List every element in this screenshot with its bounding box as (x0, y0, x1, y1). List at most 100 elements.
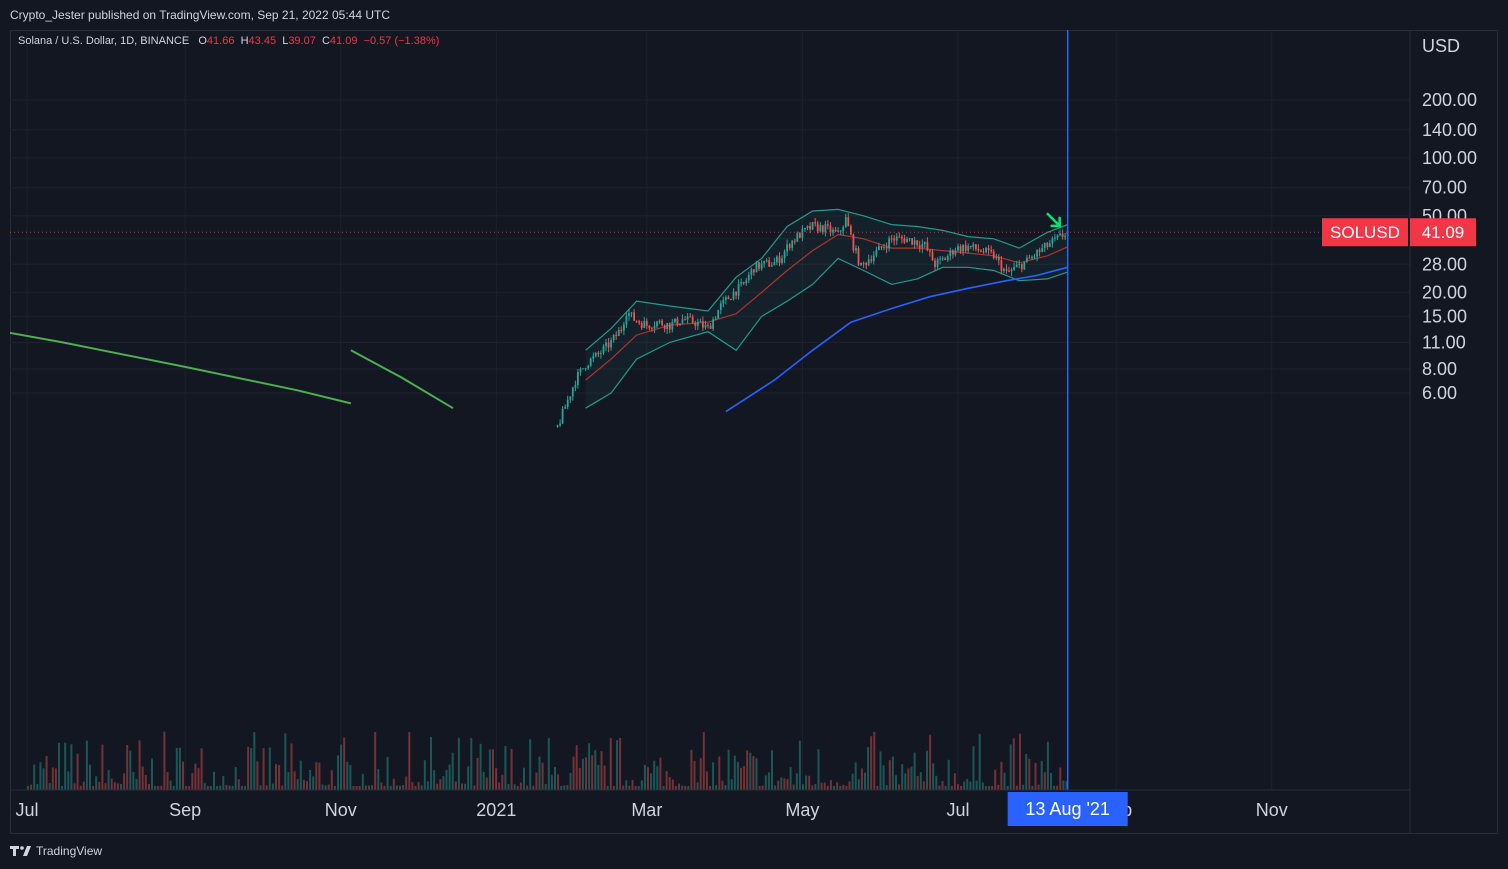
candle-body (804, 228, 806, 229)
volume-bar (495, 768, 498, 790)
volume-bar (271, 783, 274, 790)
volume-bar (802, 784, 804, 790)
candle-body (561, 408, 564, 424)
candle-body (668, 323, 671, 330)
volume-bar (619, 737, 622, 790)
x-tick-label: Sep (169, 800, 201, 820)
volume-bar (67, 771, 70, 790)
candle-body (809, 226, 811, 230)
volume-bar (752, 756, 755, 790)
price-axis[interactable]: 200.00140.00100.0070.0050.0038.0028.0020… (1322, 30, 1477, 834)
volume-bar (123, 773, 126, 790)
volume-bar (709, 786, 711, 790)
volume-bar (1000, 761, 1003, 790)
volume-bar (547, 738, 550, 790)
volume-bar (1012, 738, 1015, 790)
volume-bar (371, 785, 374, 790)
volume-bar (616, 740, 618, 790)
x-tick-label: Mar (631, 800, 662, 820)
volume-bar (516, 786, 519, 790)
volume-bar (873, 731, 876, 790)
candles (556, 213, 1069, 428)
y-tick-label: 200.00 (1422, 90, 1477, 110)
volume-bar (532, 785, 535, 790)
candle-body (842, 227, 845, 231)
volume-bar (45, 756, 48, 790)
candle-body (661, 320, 663, 326)
candle-body (1000, 260, 1003, 271)
candle-body (901, 236, 903, 239)
y-tick-label: 20.00 (1422, 282, 1467, 302)
volume-bar (656, 766, 659, 790)
candle-body (1041, 248, 1044, 252)
time-axis[interactable]: JulSepNov2021MarMayJulSepNov13 Aug '21 (10, 789, 1410, 826)
volume-bar (185, 786, 188, 790)
volume-bar (612, 786, 615, 790)
volume-bar (73, 783, 76, 790)
volume-bar (250, 748, 253, 790)
candle-body (850, 226, 852, 235)
candle-body (941, 258, 944, 260)
volume-bar (758, 786, 761, 790)
volume-bar (526, 785, 529, 790)
volume-bar (268, 747, 271, 790)
volume-bar (76, 753, 79, 790)
candle-body (702, 321, 704, 328)
currency-label: USD (1422, 36, 1460, 56)
volume-bar (786, 779, 789, 790)
volume-bar (467, 766, 470, 790)
volume-bar (1046, 741, 1049, 790)
candle-body (786, 244, 788, 252)
volume-bar (929, 734, 932, 790)
volume-bar (1043, 772, 1046, 790)
candle-body (765, 260, 768, 262)
volume-bar (789, 766, 792, 790)
candle-body (931, 251, 934, 261)
volume-bar (805, 775, 808, 790)
volume-bar (867, 747, 870, 790)
candle-body (732, 291, 735, 300)
candle-body (923, 242, 926, 245)
volume-bar (978, 734, 981, 790)
candle-body (620, 330, 623, 331)
volume-bar (321, 784, 324, 790)
volume-bar (374, 732, 377, 790)
volume-bar (733, 755, 736, 790)
candle-body (653, 326, 656, 329)
bollinger-upper-line (585, 208, 1068, 351)
volume-bar (160, 785, 163, 790)
volume-bar (678, 783, 680, 790)
candle-body (1026, 257, 1028, 262)
volume-bar (64, 742, 67, 790)
volume-bar (507, 783, 510, 790)
volume-bar (151, 758, 153, 790)
volume-bar (811, 785, 814, 790)
volume-bar (194, 763, 197, 790)
volume-bar (836, 782, 839, 790)
volume-bar (585, 757, 587, 790)
candle-body (990, 249, 993, 252)
volume-bar (591, 755, 594, 790)
candle-body (895, 236, 898, 241)
volume-bar (981, 782, 984, 790)
footer-bar (0, 834, 1508, 869)
volume-bar (209, 786, 212, 790)
volume-bar (926, 750, 928, 790)
tradingview-logo[interactable]: TradingView (10, 844, 102, 858)
y-tick-label: 11.00 (1422, 332, 1466, 352)
volume-bar (240, 785, 243, 790)
candle-body (801, 228, 804, 238)
volume-bar (950, 786, 953, 790)
volume-bar (643, 764, 646, 790)
volume-bar (969, 781, 972, 790)
volume-bar (631, 779, 634, 790)
candle-body (788, 244, 791, 248)
candle-body (714, 318, 717, 320)
candle-body (939, 258, 941, 260)
volume-bar (575, 745, 578, 790)
x-tick-label: 2021 (476, 800, 516, 820)
price-chart[interactable]: 200.00140.00100.0070.0050.0038.0028.0020… (10, 30, 1498, 834)
candle-body (1010, 269, 1013, 272)
volume-bar (705, 771, 708, 790)
candle-body (957, 246, 959, 251)
